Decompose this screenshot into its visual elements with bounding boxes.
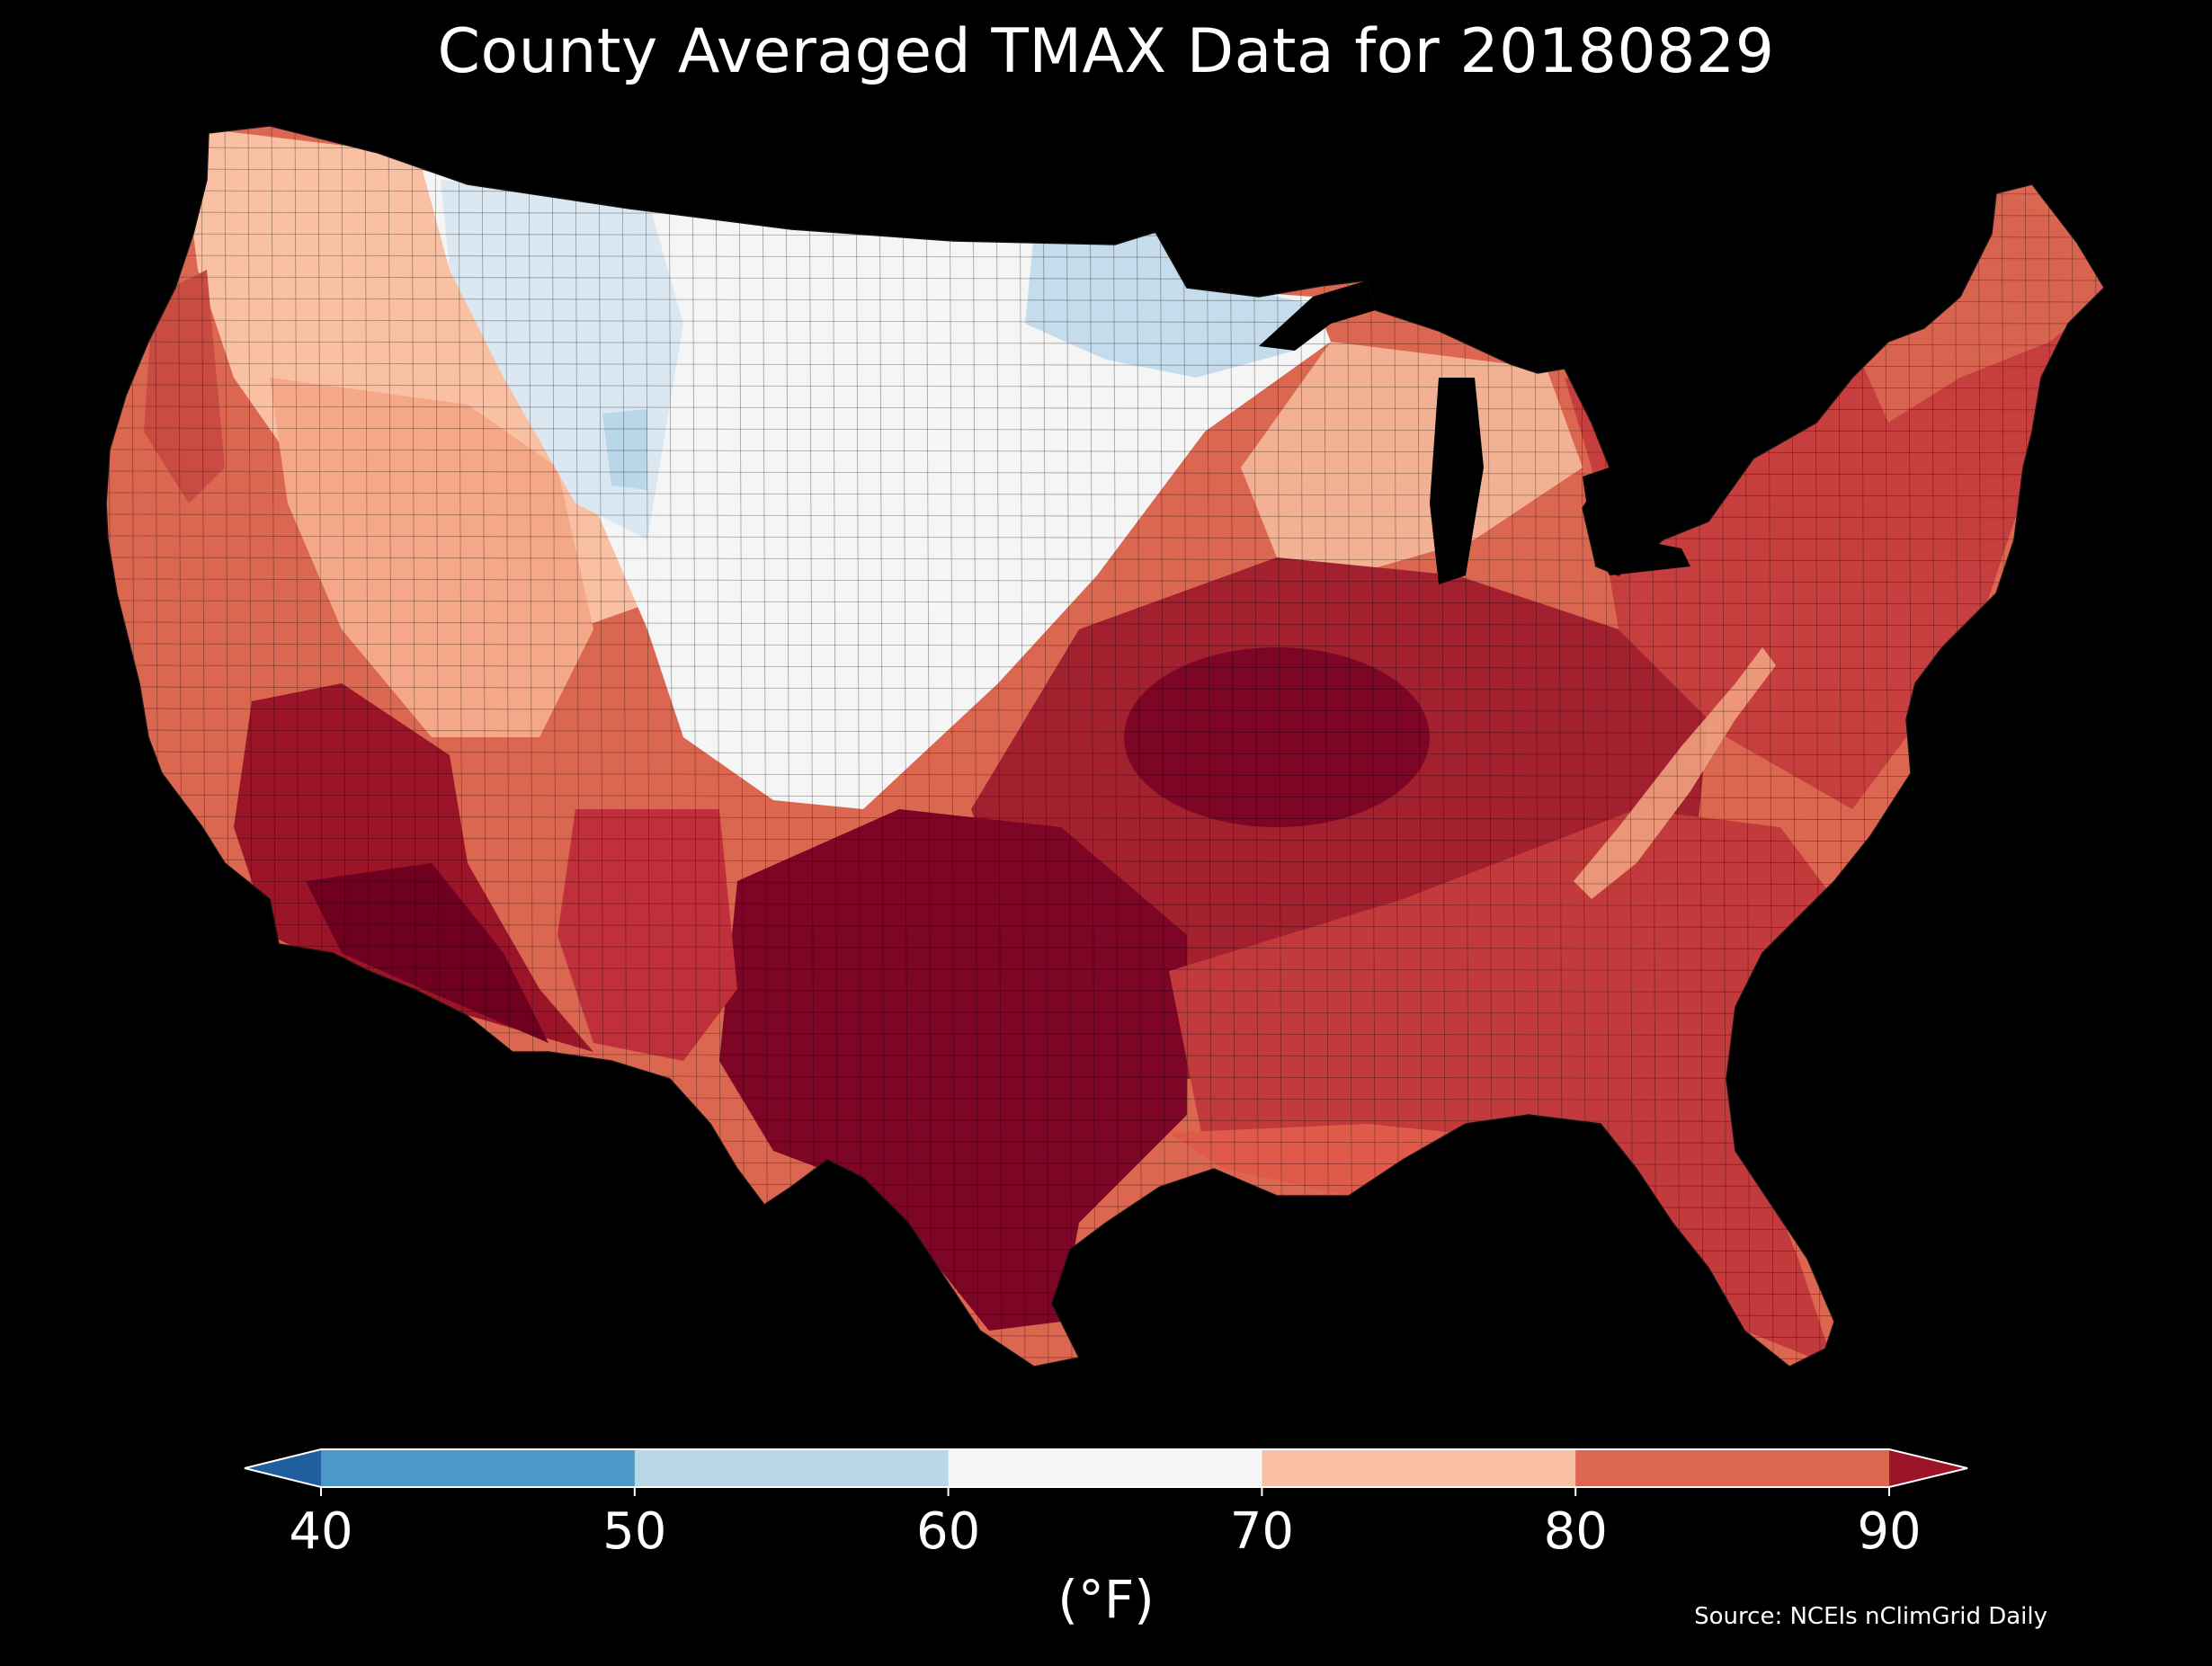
region-arizona-hot: [306, 863, 549, 1043]
colorbar-extend-low: [245, 1449, 321, 1487]
lake-huron-erie: [1583, 468, 1690, 575]
region-southeast: [1169, 809, 1834, 1367]
region-minnesota-cool: [1025, 234, 1322, 378]
colorbar-tick-label: 70: [1230, 1502, 1294, 1561]
colorbar-tick-label: 60: [916, 1502, 980, 1561]
colorbar-tick-label: 90: [1857, 1502, 1921, 1561]
source-credit: Source: NCEIs nClimGrid Daily: [1694, 1603, 2047, 1630]
region-upper-midwest-transition: [1241, 342, 1583, 575]
region-idaho-pocket: [602, 409, 647, 490]
colorbar-tick-label: 80: [1544, 1502, 1608, 1561]
lake-superior: [1259, 281, 1376, 351]
map-title: County Averaged TMAX Data for 20180829: [437, 16, 1775, 87]
colorbar-unit-label: (°F): [1057, 1569, 1155, 1630]
colorbar-extend-high: [1889, 1449, 1967, 1487]
region-kansas-missouri-hotspot: [1124, 647, 1430, 827]
region-southern-plains-texas: [719, 809, 1187, 1331]
colorbar-tick-label: 40: [289, 1502, 352, 1561]
region-oregon-coast-darker: [144, 270, 225, 503]
colorbar-bin-80-90: [1575, 1449, 1890, 1487]
colorbar-bin-40-50: [321, 1449, 636, 1487]
colorbar-bin-70-80: [1262, 1449, 1576, 1487]
region-appalachian-ridge: [1574, 647, 1776, 899]
region-new-england-north: [1852, 189, 2104, 423]
region-northeast: [1565, 270, 2086, 809]
colorbar-tick-label: 50: [602, 1502, 666, 1561]
region-new-mexico: [557, 809, 737, 1061]
us-county-tmax-map: [105, 125, 2105, 1368]
lake-michigan: [1430, 378, 1484, 584]
colorbar-bin-50-60: [634, 1449, 950, 1487]
region-great-basin: [270, 378, 593, 737]
colorbar-bin-60-70: [948, 1449, 1262, 1487]
